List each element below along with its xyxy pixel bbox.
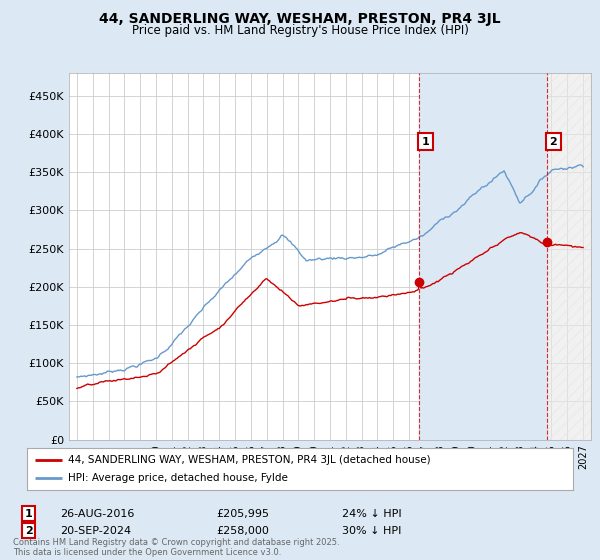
Bar [547, 73, 591, 440]
Text: 1: 1 [25, 508, 32, 519]
Text: £205,995: £205,995 [216, 508, 269, 519]
Text: 26-AUG-2016: 26-AUG-2016 [60, 508, 134, 519]
Text: 20-SEP-2024: 20-SEP-2024 [60, 526, 131, 536]
Text: Contains HM Land Registry data © Crown copyright and database right 2025.
This d: Contains HM Land Registry data © Crown c… [13, 538, 340, 557]
Text: 2: 2 [550, 137, 557, 147]
Text: 24% ↓ HPI: 24% ↓ HPI [342, 508, 401, 519]
Text: 44, SANDERLING WAY, WESHAM, PRESTON, PR4 3JL: 44, SANDERLING WAY, WESHAM, PRESTON, PR4… [99, 12, 501, 26]
Text: Price paid vs. HM Land Registry's House Price Index (HPI): Price paid vs. HM Land Registry's House … [131, 24, 469, 37]
Text: HPI: Average price, detached house, Fylde: HPI: Average price, detached house, Fyld… [68, 473, 288, 483]
Text: 44, SANDERLING WAY, WESHAM, PRESTON, PR4 3JL (detached house): 44, SANDERLING WAY, WESHAM, PRESTON, PR4… [68, 455, 431, 465]
Text: 1: 1 [422, 137, 430, 147]
Bar [419, 73, 547, 440]
Text: £258,000: £258,000 [216, 526, 269, 536]
Text: 30% ↓ HPI: 30% ↓ HPI [342, 526, 401, 536]
Text: 2: 2 [25, 526, 32, 536]
